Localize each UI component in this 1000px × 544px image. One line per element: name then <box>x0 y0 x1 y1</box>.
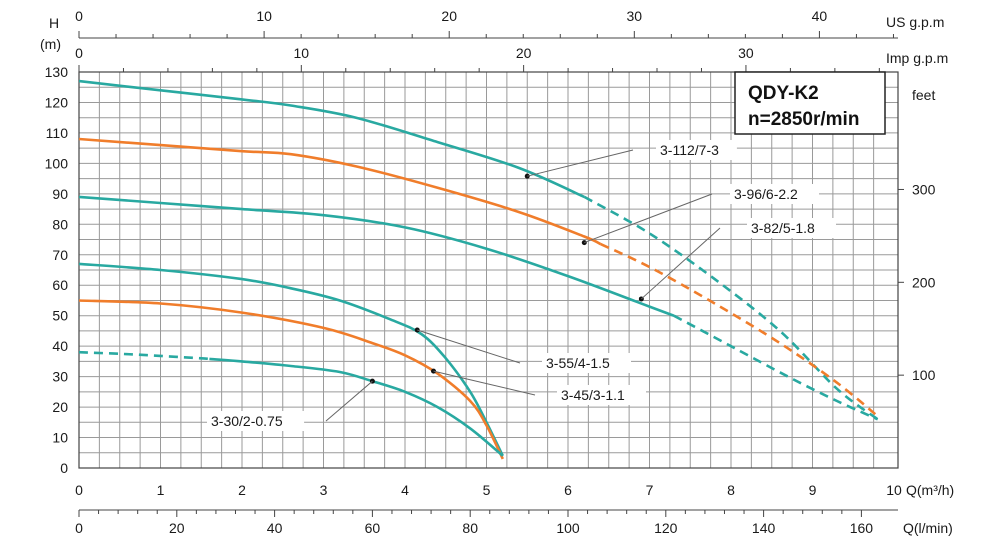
x-secondary-tick-label: 40 <box>267 520 283 536</box>
callout-label: 3-96/6-2.2 <box>734 186 798 202</box>
grid <box>78 71 899 469</box>
top-us-tick-label: 10 <box>256 8 272 24</box>
x-tick-label: 9 <box>809 482 817 498</box>
callout-leader <box>433 370 536 396</box>
callout-label: 3-45/3-1.1 <box>561 387 625 403</box>
x-secondary-tick-label: 20 <box>169 520 185 536</box>
x-secondary-tick-label: 120 <box>654 520 678 536</box>
curves <box>78 79 879 460</box>
x-secondary-tick-label: 0 <box>75 520 83 536</box>
x-secondary-tick-label: 140 <box>752 520 776 536</box>
top-us-tick-label: 40 <box>812 8 828 24</box>
left-axis: 0 10 20 30 40 50 60 70 80 90 100 110 120 130 <box>45 64 69 476</box>
top-us-tick-label: 0 <box>75 8 83 24</box>
y-tick-label: 0 <box>60 460 68 476</box>
model-box-frame <box>734 71 886 135</box>
callouts: 3-112/7-3 3-96/6-2.2 3-82/5-1.8 3-55/4-1.5 3… <box>207 140 836 431</box>
y-tick-label: 120 <box>45 94 69 110</box>
y-tick-label: 90 <box>52 186 68 202</box>
top-us-tick-label: 30 <box>627 8 643 24</box>
x-tick-label: 0 <box>75 482 83 498</box>
y-tick-label: 40 <box>52 338 68 354</box>
top-imp-tick-label: 20 <box>516 45 532 61</box>
y-tick-label: 30 <box>52 369 68 385</box>
callout-leader <box>417 329 521 364</box>
y-tick-label: 20 <box>52 399 68 415</box>
x-tick-label: 1 <box>157 482 165 498</box>
series-line-dashed-0 <box>583 195 879 421</box>
callout-label: 3-30/2-0.75 <box>211 413 283 429</box>
callout-leader <box>527 149 634 177</box>
series-line-dashed-2 <box>673 314 879 421</box>
right-axis: 100 200 300 <box>897 72 936 468</box>
right-axis-label: feet <box>912 87 935 103</box>
top-us-axis-label: US g.p.m <box>886 14 944 30</box>
y-tick-label: 70 <box>52 247 68 263</box>
series-line-4 <box>78 299 504 460</box>
top-us-tick-label: 20 <box>441 8 457 24</box>
chart-subtitle: n=2850r/min <box>748 109 859 130</box>
x-tick-label: 3 <box>320 482 328 498</box>
y-tick-label: 80 <box>52 216 68 232</box>
model-box: QDY-K2 n=2850r/min <box>734 71 886 135</box>
x-tick-label: 8 <box>727 482 735 498</box>
top-axes: 0 10 20 30 40 0 10 20 30 <box>75 8 898 72</box>
chart-title: QDY-K2 <box>748 83 819 104</box>
callout-box <box>557 385 646 405</box>
series-line-dashed-1 <box>600 242 879 418</box>
callout-label: 3-55/4-1.5 <box>546 355 610 371</box>
top-imp-axis-label: Imp g.p.m <box>886 50 948 66</box>
y-tick-label: 110 <box>46 125 69 141</box>
right-tick-label: 200 <box>912 274 936 290</box>
series-line-3 <box>78 262 504 457</box>
callout-label: 3-112/7-3 <box>660 142 719 158</box>
right-tick-label: 300 <box>912 181 936 197</box>
y-tick-label: 100 <box>45 155 69 171</box>
y-axis-label: H <box>49 15 59 31</box>
x-secondary-tick-label: 60 <box>365 520 381 536</box>
y-tick-label: 60 <box>52 277 68 293</box>
y-axis-unit: (m) <box>40 36 61 52</box>
x-secondary-tick-label: 160 <box>850 520 874 536</box>
x-secondary-tick-label: 100 <box>556 520 580 536</box>
x-tick-label: 4 <box>401 482 409 498</box>
x-tick-label: 6 <box>564 482 572 498</box>
callout-leader <box>641 227 721 300</box>
y-tick-label: 10 <box>52 430 68 446</box>
series-line-0 <box>78 79 585 199</box>
x-tick-label: 2 <box>238 482 246 498</box>
y-tick-label: 50 <box>52 308 68 324</box>
top-imp-tick-label: 0 <box>75 45 83 61</box>
x-secondary-tick-label: 80 <box>462 520 478 536</box>
callout-leader <box>584 193 713 244</box>
series-line-dashed-5 <box>78 350 210 361</box>
callout-box <box>207 411 305 431</box>
top-imp-tick-label: 30 <box>738 45 754 61</box>
callout-label: 3-82/5-1.8 <box>751 220 815 236</box>
callout-box <box>747 218 836 238</box>
x-secondary-axis-label: Q(l/min) <box>903 520 953 536</box>
callout-box <box>542 353 631 373</box>
callout-box <box>730 184 819 204</box>
series-line-1 <box>78 137 602 246</box>
x-tick-label: 10 <box>886 482 902 498</box>
callout-leader <box>325 380 373 422</box>
callout-box <box>656 140 737 160</box>
top-imp-tick-label: 10 <box>294 45 310 61</box>
bottom-axes: 0 1 2 3 4 5 6 7 8 9 100 20 40 60 80 100 120 140 160 <box>75 482 902 536</box>
series-line-2 <box>78 195 675 317</box>
x-tick-label: 7 <box>646 482 654 498</box>
x-tick-label: 5 <box>483 482 491 498</box>
x-axis-label: Q(m³/h) <box>906 482 954 498</box>
right-tick-label: 100 <box>912 367 936 383</box>
y-tick-label: 130 <box>45 64 69 80</box>
